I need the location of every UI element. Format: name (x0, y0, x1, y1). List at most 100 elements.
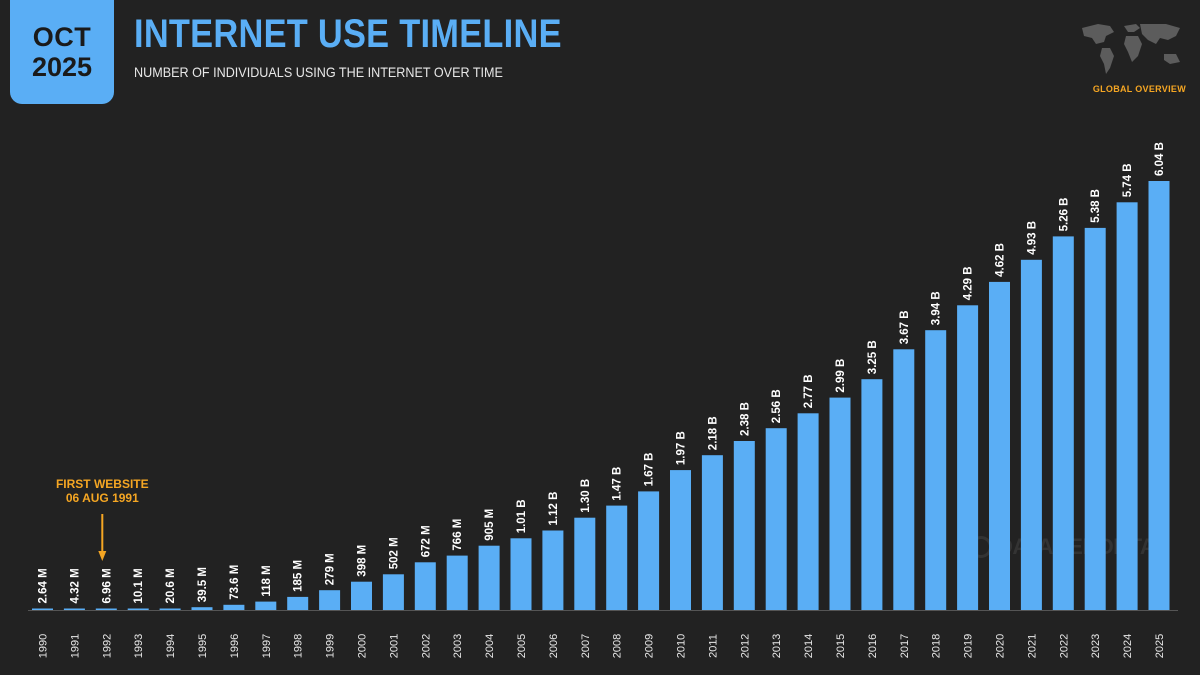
value-label-2007: 1.30 B (580, 479, 592, 513)
value-label-1992: 6.96 M (101, 568, 113, 603)
value-label-1999: 279 M (325, 553, 337, 585)
year-label-2021: 2021 (1026, 634, 1038, 658)
bar-2006 (542, 530, 564, 610)
bar-2009 (638, 491, 660, 610)
bar-1993 (127, 608, 149, 610)
value-label-2012: 2.38 B (739, 402, 751, 436)
year-label-1990: 1990 (38, 634, 50, 658)
bar-2005 (510, 538, 532, 610)
bar-1996 (223, 604, 245, 610)
value-label-2022: 5.26 B (1058, 198, 1070, 232)
value-label-2013: 2.56 B (771, 389, 783, 423)
year-label-2015: 2015 (835, 634, 847, 658)
bar-1992 (95, 608, 117, 610)
value-label-2011: 2.18 B (707, 416, 719, 450)
year-label-2000: 2000 (357, 634, 369, 658)
year-label-1995: 1995 (197, 634, 209, 658)
bar-1995 (191, 607, 213, 610)
bar-2022 (1052, 236, 1074, 610)
value-label-2008: 1.47 B (612, 467, 624, 501)
value-label-2000: 398 M (357, 545, 369, 577)
bar-2012 (733, 441, 755, 610)
year-label-2008: 2008 (612, 634, 624, 658)
year-label-2006: 2006 (548, 634, 560, 658)
year-label-2016: 2016 (867, 634, 879, 658)
bar-2004 (478, 545, 500, 610)
year-label-2010: 2010 (676, 634, 688, 658)
badge-year: 2025 (31, 52, 93, 82)
year-label-2011: 2011 (707, 634, 719, 658)
bar-2008 (606, 505, 628, 610)
value-label-2024: 5.74 B (1122, 163, 1134, 197)
annotation-arrow-head-icon (98, 551, 107, 561)
bar-2002 (414, 562, 436, 610)
year-label-2005: 2005 (516, 634, 528, 658)
year-label-2009: 2009 (644, 634, 656, 658)
year-label-2004: 2004 (484, 634, 496, 658)
page-title: INTERNET USE TIMELINE (134, 12, 562, 56)
year-label-2024: 2024 (1122, 634, 1134, 658)
value-label-2023: 5.38 B (1090, 189, 1102, 223)
bar-2025 (1148, 181, 1170, 610)
section-label: GLOBAL OVERVIEW (1092, 84, 1186, 94)
value-label-1996: 73.6 M (229, 565, 241, 600)
bar-1994 (159, 608, 181, 610)
value-label-2025: 6.04 B (1154, 142, 1166, 176)
bar-1997 (255, 601, 277, 610)
bar-2001 (382, 574, 404, 610)
date-badge: OCT 2025 (10, 0, 114, 104)
value-label-2002: 672 M (420, 525, 432, 557)
value-label-1990: 2.64 M (38, 568, 50, 603)
bar-2016 (861, 379, 883, 610)
year-label-2013: 2013 (771, 634, 783, 658)
year-label-2002: 2002 (420, 634, 432, 658)
year-label-1994: 1994 (165, 634, 177, 658)
value-label-2016: 3.25 B (867, 340, 879, 374)
bar-1998 (287, 596, 309, 610)
bar-2013 (765, 428, 787, 610)
value-label-2006: 1.12 B (548, 492, 560, 526)
year-label-2014: 2014 (803, 634, 815, 658)
value-label-1998: 185 M (293, 560, 305, 592)
annotation-first-website-date: 06 AUG 1991 (66, 491, 139, 505)
value-label-2019: 4.29 B (963, 266, 975, 300)
bar-2017 (893, 349, 915, 610)
value-label-1994: 20.6 M (165, 568, 177, 603)
year-label-1999: 1999 (325, 634, 337, 658)
value-label-2005: 1.01 B (516, 499, 528, 533)
year-label-1992: 1992 (101, 634, 113, 658)
year-label-1997: 1997 (261, 634, 273, 658)
value-label-2015: 2.99 B (835, 359, 847, 393)
value-label-2014: 2.77 B (803, 374, 815, 408)
year-label-2020: 2020 (995, 634, 1007, 658)
bar-2011 (701, 455, 723, 610)
year-label-2025: 2025 (1154, 634, 1166, 658)
value-label-2017: 3.67 B (899, 310, 911, 344)
value-label-2018: 3.94 B (931, 291, 943, 325)
year-label-2012: 2012 (739, 634, 751, 658)
bar-2021 (1020, 259, 1042, 610)
year-label-2019: 2019 (963, 634, 975, 658)
year-label-2017: 2017 (899, 634, 911, 658)
bar-2019 (957, 305, 979, 610)
bar-1999 (319, 590, 341, 610)
bar-2010 (670, 470, 691, 610)
value-label-2010: 1.97 B (676, 431, 688, 465)
year-label-2023: 2023 (1090, 634, 1102, 658)
bar-2003 (446, 555, 468, 610)
bar-2023 (1084, 227, 1106, 610)
value-label-2004: 905 M (484, 509, 496, 541)
value-label-1995: 39.5 M (197, 567, 209, 602)
value-label-1991: 4.32 M (69, 568, 81, 603)
year-label-1996: 1996 (229, 634, 241, 658)
value-label-2001: 502 M (388, 537, 400, 569)
year-label-1991: 1991 (69, 634, 81, 658)
annotation-first-website-title: FIRST WEBSITE (56, 477, 149, 491)
year-label-2022: 2022 (1058, 634, 1070, 658)
value-label-2003: 766 M (452, 519, 464, 551)
bar-2014 (797, 413, 819, 610)
year-label-1998: 1998 (293, 634, 305, 658)
bar-1990 (32, 608, 53, 610)
bar-2000 (351, 581, 372, 610)
